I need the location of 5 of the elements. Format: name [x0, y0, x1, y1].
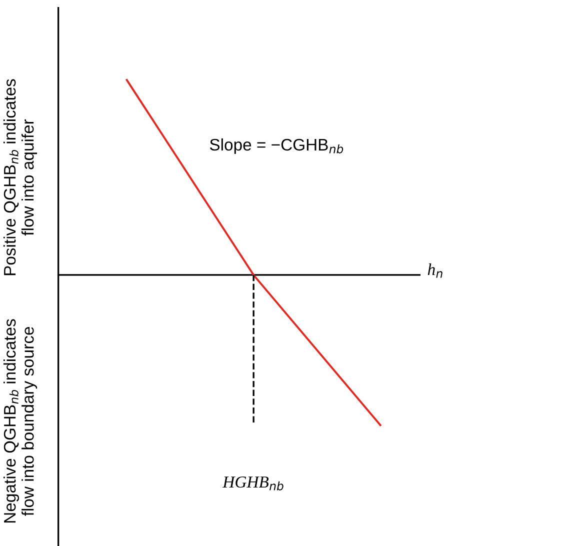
annotation: Slope = −CGHB$_{nb}$ [210, 138, 344, 154]
text: HGHB$_{nb}$ [222, 476, 284, 490]
text: Positive QGHB$_{nb}$ indicates flow into aquifer [3, 79, 38, 276]
text: Negative QGHB$_{nb}$ indicates flow into boundary source [3, 319, 38, 522]
x-axis-title: h$_{n}$ [428, 263, 442, 278]
